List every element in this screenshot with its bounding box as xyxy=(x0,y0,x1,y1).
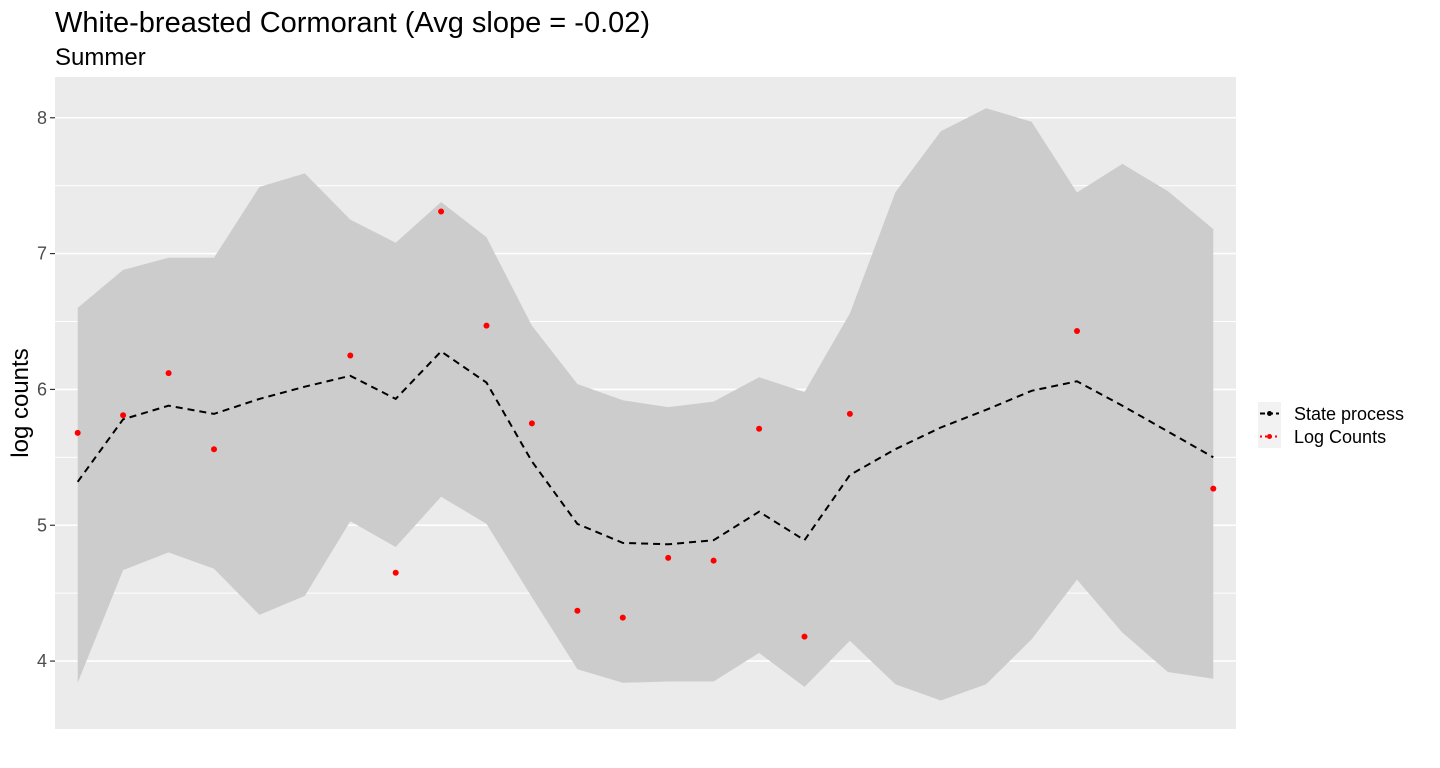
log-count-point xyxy=(756,425,763,432)
state-process-line xyxy=(76,350,1214,546)
log-count-point xyxy=(483,322,490,329)
log-count-point xyxy=(1074,328,1080,334)
log-count-point xyxy=(710,557,717,564)
legend-point-log-counts xyxy=(1267,434,1272,439)
y-tick-label: 6 xyxy=(37,379,47,399)
y-tick-label: 8 xyxy=(37,108,47,128)
confidence-band xyxy=(77,108,1214,701)
log-count-point xyxy=(1210,485,1217,492)
state-process-layer xyxy=(76,350,1214,546)
legend-label-log-counts: Log Counts xyxy=(1294,427,1386,447)
legend-point-state-process xyxy=(1267,411,1272,416)
log-count-point xyxy=(165,370,172,377)
y-tick-label: 4 xyxy=(37,651,47,671)
log-count-point xyxy=(392,569,399,576)
y-tick-label: 5 xyxy=(37,515,47,535)
legend-label-state-process: State process xyxy=(1294,404,1404,424)
y-tick-label: 7 xyxy=(37,244,47,264)
log-count-point xyxy=(211,446,217,453)
chart-title: White-breasted Cormorant (Avg slope = -0… xyxy=(55,7,650,39)
legend: State process Log Counts xyxy=(1258,402,1404,448)
log-count-point xyxy=(120,412,127,419)
y-axis-title: log counts xyxy=(7,348,34,457)
log-count-point xyxy=(74,429,81,436)
log-count-point xyxy=(347,352,354,359)
log-count-point xyxy=(528,420,535,427)
log-count-point xyxy=(801,633,808,640)
log-counts-layer xyxy=(74,208,1217,640)
log-count-point xyxy=(665,554,672,561)
log-count-point xyxy=(619,614,626,621)
chart-subtitle: Summer xyxy=(55,44,146,71)
log-count-point xyxy=(438,208,445,215)
y-axis: 4 5 6 7 8 xyxy=(37,108,55,671)
confidence-band-layer xyxy=(77,108,1214,701)
log-count-point xyxy=(846,410,853,417)
log-count-point xyxy=(574,607,581,614)
